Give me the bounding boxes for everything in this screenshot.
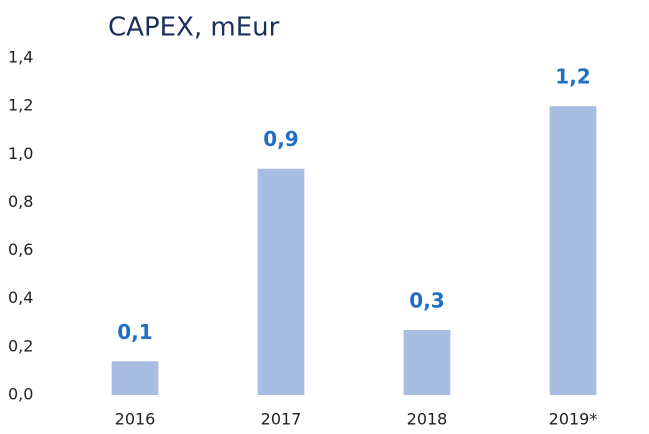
y-tick-label: 0,0 [8,385,33,404]
y-tick-label: 0,6 [8,240,33,259]
value-label: 0,9 [263,127,298,151]
y-tick-label: 0,4 [8,288,33,307]
y-tick-label: 1,4 [8,48,33,67]
x-tick-label: 2019* [549,410,598,429]
bar [549,106,597,396]
value-label: 0,3 [409,289,444,313]
y-tick-label: 0,8 [8,192,33,211]
y-tick-label: 1,0 [8,144,33,163]
x-tick-label: 2017 [261,410,302,429]
chart-title: CAPEX, mEur [108,13,280,43]
y-tick-label: 0,2 [8,336,33,355]
y-tick-label: 1,2 [8,96,33,115]
value-label: 1,2 [555,65,590,89]
bar [403,330,451,395]
x-tick-label: 2016 [115,410,156,429]
x-tick-label: 2018 [407,410,448,429]
value-label: 0,1 [117,320,152,344]
bar [257,168,305,395]
bar [111,361,159,395]
